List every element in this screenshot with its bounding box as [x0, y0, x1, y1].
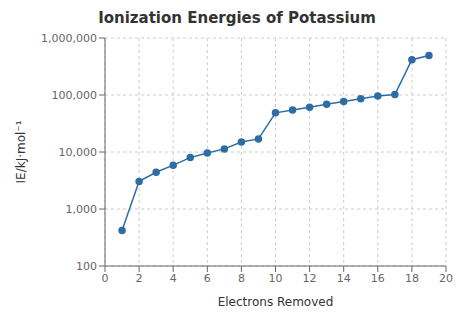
- svg-text:100: 100: [76, 260, 97, 273]
- svg-text:Electrons Removed: Electrons Removed: [218, 295, 334, 309]
- svg-text:100,000: 100,000: [52, 89, 98, 102]
- svg-text:20: 20: [439, 272, 453, 285]
- svg-text:6: 6: [204, 272, 211, 285]
- svg-text:0: 0: [102, 272, 109, 285]
- svg-text:10,000: 10,000: [59, 146, 98, 159]
- svg-text:14: 14: [337, 272, 351, 285]
- svg-text:2: 2: [136, 272, 143, 285]
- svg-text:IE/kJ·mol⁻¹: IE/kJ·mol⁻¹: [14, 120, 28, 183]
- svg-text:1,000,000: 1,000,000: [41, 32, 97, 45]
- svg-text:4: 4: [170, 272, 177, 285]
- svg-text:12: 12: [303, 272, 317, 285]
- svg-text:8: 8: [238, 272, 245, 285]
- svg-text:10: 10: [269, 272, 283, 285]
- svg-text:1,000: 1,000: [66, 203, 98, 216]
- svg-text:18: 18: [405, 272, 419, 285]
- html-text:Ionization Energies of Potassi: Ionization Energies of Potassium: [98, 9, 376, 27]
- svg-text:16: 16: [371, 272, 385, 285]
